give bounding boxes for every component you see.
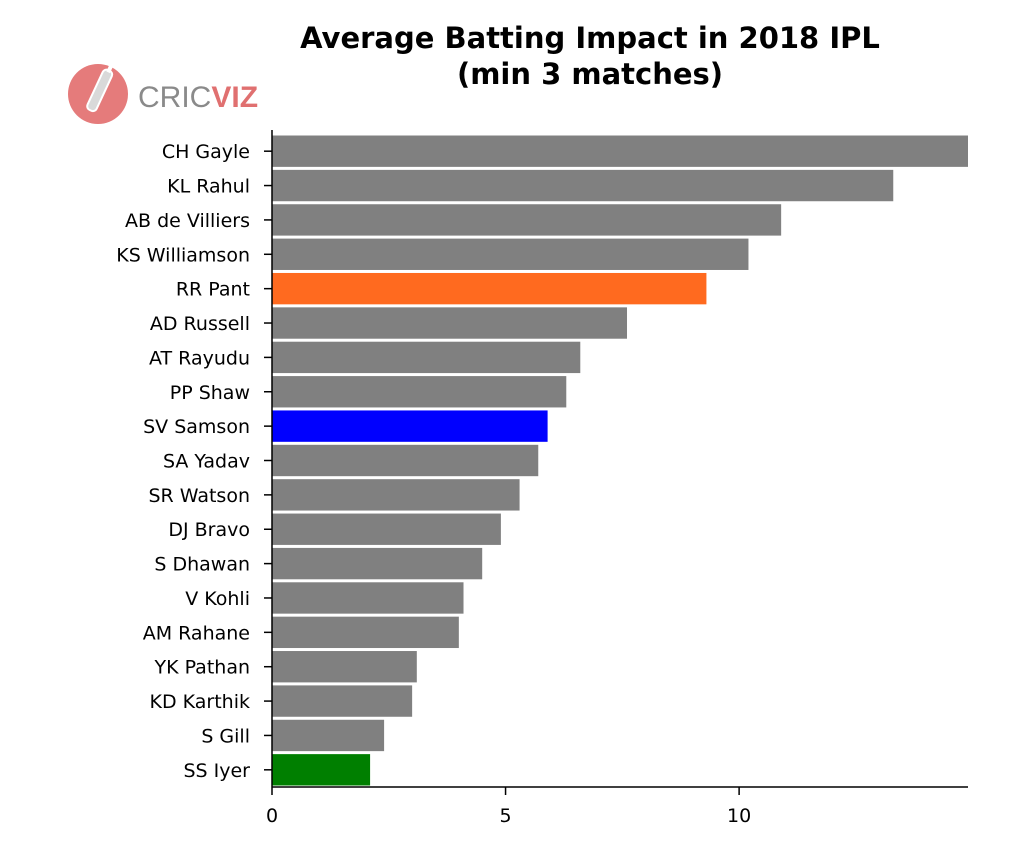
bar [272,204,782,236]
y-tick-label: SV Samson [143,416,250,438]
x-tick-label: 5 [500,805,512,827]
y-tick-label: CH Gayle [162,141,250,163]
bar [272,479,520,511]
x-tick-label: 0 [266,805,278,827]
cricviz-logo: CRICVIZ [68,60,258,124]
y-tick-label: V Kohli [185,588,250,610]
chart-title-line-1: Average Batting Impact in 2018 IPL [300,21,880,55]
y-tick-label: KS Williamson [116,244,250,266]
bar [272,616,459,649]
bar [272,547,483,580]
cricviz-logo-text-cric: CRIC [138,81,211,114]
y-tick-label: KD Karthik [150,691,250,713]
y-tick-label: RR Pant [176,279,250,301]
y-tick-label: SA Yadav [163,451,250,473]
bar [272,754,371,786]
y-tick-label: KL Rahul [167,176,250,198]
chart-title-line-2: (min 3 matches) [456,57,724,91]
bar [272,513,501,545]
x-tick-label: 10 [727,805,751,827]
bar [272,272,707,305]
bar [272,238,749,270]
cricviz-logo-bat-icon [86,60,116,113]
cricviz-logo-text-viz: VIZ [211,81,258,114]
bar [272,444,539,477]
y-tick-label: SS Iyer [183,760,250,782]
y-tick-label: YK Pathan [153,657,250,679]
bar [272,651,417,683]
chart-title: Average Batting Impact in 2018 IPL (min … [240,20,940,92]
bar [272,376,567,408]
cricviz-logo-text: CRICVIZ [138,81,258,114]
y-tick-label: AB de Villiers [125,210,250,232]
bar [272,685,413,717]
bar [272,169,894,202]
y-tick-label: AM Rahane [143,622,250,644]
bar [272,135,968,167]
y-tick-label: SR Watson [148,485,250,507]
y-tick-label: S Gill [201,725,250,747]
bar [272,719,385,752]
bar [272,307,628,339]
bar [272,582,464,614]
y-tick-label: S Dhawan [154,554,250,576]
y-tick-label: AT Rayudu [149,347,250,369]
y-tick-label: AD Russell [150,313,250,335]
y-tick-label: DJ Bravo [168,519,250,541]
bar [272,410,548,442]
y-tick-label: PP Shaw [170,382,250,404]
bar [272,341,581,374]
